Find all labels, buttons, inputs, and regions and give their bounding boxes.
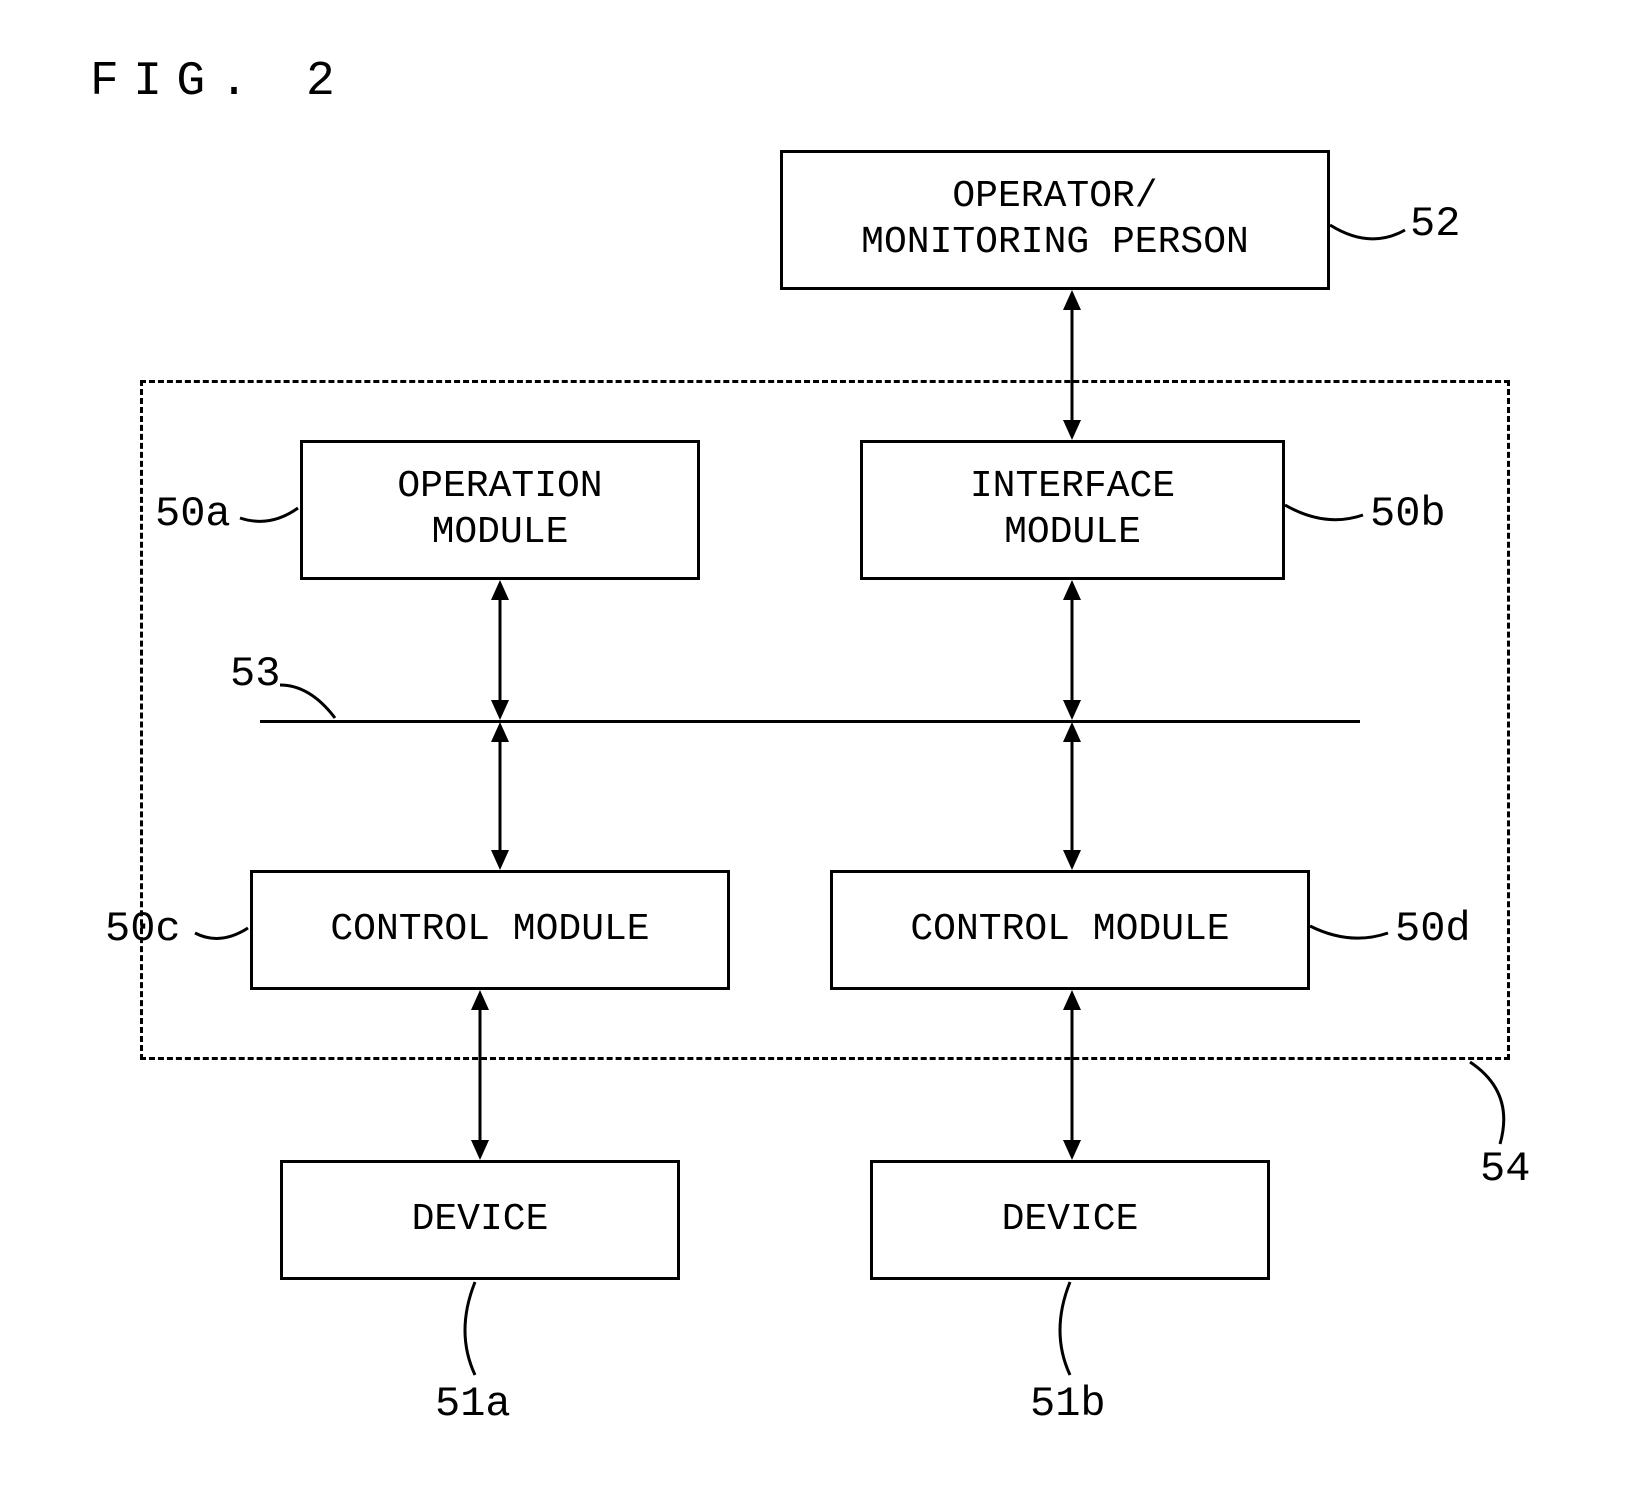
- operation-module-box: OPERATION MODULE: [300, 440, 700, 580]
- operator-box: OPERATOR/ MONITORING PERSON: [780, 150, 1330, 290]
- leader-51b: [1050, 1282, 1090, 1377]
- label-51a: 51a: [435, 1380, 511, 1428]
- label-50c: 50c: [105, 905, 181, 953]
- figure-canvas: FIG. 2 OPERATOR/ MONITORING PERSON 52 OP…: [0, 0, 1642, 1510]
- label-51b: 51b: [1030, 1380, 1106, 1428]
- control-module-a-box: CONTROL MODULE: [250, 870, 730, 990]
- leader-50d: [1310, 918, 1390, 948]
- device-b-box: DEVICE: [870, 1160, 1270, 1280]
- label-50d: 50d: [1395, 905, 1471, 953]
- leader-50c: [195, 918, 250, 948]
- arrow-bus-ctrl-a: [487, 722, 513, 870]
- leader-54: [1470, 1062, 1530, 1147]
- label-52: 52: [1410, 200, 1460, 248]
- control-module-b-box: CONTROL MODULE: [830, 870, 1310, 990]
- label-53: 53: [230, 650, 280, 698]
- label-50a: 50a: [155, 490, 231, 538]
- leader-50a: [240, 500, 300, 530]
- arrow-ctrl-device-b: [1059, 990, 1085, 1160]
- interface-module-box: INTERFACE MODULE: [860, 440, 1285, 580]
- arrow-bus-ctrl-b: [1059, 722, 1085, 870]
- leader-50b: [1285, 500, 1365, 530]
- arrow-op-bus: [487, 580, 513, 720]
- leader-51a: [455, 1282, 495, 1377]
- arrow-if-bus: [1059, 580, 1085, 720]
- leader-53: [280, 680, 350, 725]
- label-50b: 50b: [1370, 490, 1446, 538]
- bus-line: [260, 720, 1360, 723]
- label-54: 54: [1480, 1145, 1530, 1193]
- arrow-ctrl-device-a: [467, 990, 493, 1160]
- figure-title: FIG. 2: [90, 55, 349, 109]
- leader-52: [1330, 225, 1410, 255]
- arrow-operator-interface: [1059, 290, 1085, 440]
- device-a-box: DEVICE: [280, 1160, 680, 1280]
